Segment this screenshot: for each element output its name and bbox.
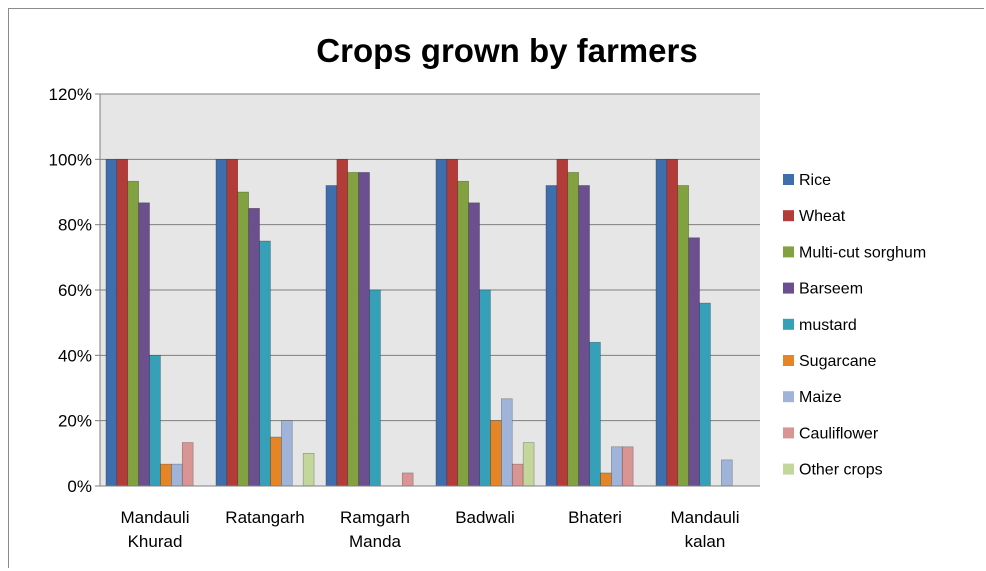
bar [457,180,469,487]
bar [655,159,668,487]
bar [237,191,249,487]
y-tick-label: 60% [58,281,92,300]
x-tick-label: kalan [685,532,726,551]
bar [666,159,679,487]
legend-swatch [783,391,794,403]
legend-label: Maize [799,389,842,406]
legend-swatch [783,463,794,475]
bar [181,442,194,487]
bar [479,289,491,487]
bar [138,202,150,487]
bar [435,159,448,487]
legend-label: Rice [799,172,831,189]
bar [127,180,139,487]
bar [446,159,459,487]
bar [556,159,569,487]
x-tick-label: Ramgarh [340,508,410,527]
legend-label: Multi-cut sorghum [799,244,926,261]
bar [160,463,172,487]
bar [677,185,689,487]
x-tick-label: Ratangarh [225,508,304,527]
x-tick-label: Manda [349,532,402,551]
bar [545,185,558,487]
bar [721,459,733,487]
legend-label: Barseem [799,281,863,298]
chart-title: Crops grown by farmers [316,32,697,69]
bar [325,185,338,487]
legend-swatch [783,355,794,366]
x-tick-label: Mandauli [671,508,740,527]
bar [281,420,293,487]
y-tick-label: 100% [49,150,92,169]
bar [511,463,524,487]
bar [215,159,228,487]
legend-swatch [783,282,794,294]
legend-swatch [783,427,794,439]
bar [501,398,513,487]
bar [401,472,414,487]
legend-swatch [783,246,794,258]
plot-area: 0% 20% 40% 60% 80% 100% 120% Mandauli Khurad Rata… [49,85,760,551]
bar [358,172,370,487]
legend-label: mustard [799,317,857,334]
legend: Rice Wheat Multi-cut sorghum Barseem mustard… [783,172,926,479]
bar [611,446,623,487]
bar [336,159,349,487]
bar [567,172,579,487]
bar [116,159,129,487]
x-tick-label: Mandauli [121,508,190,527]
bar [369,289,381,487]
bar [468,202,480,487]
bar [600,472,612,487]
bar [621,446,634,487]
bar [578,185,590,487]
bar [589,341,601,487]
bar [270,436,282,487]
bar [259,240,271,487]
x-tick-label: Khurad [128,532,183,551]
legend-swatch [783,174,794,185]
x-tick-label: Badwali [455,508,515,527]
y-tick-label: 40% [58,346,92,365]
bar [171,463,183,487]
x-tick-label: Bhateri [568,508,622,527]
bar [226,159,239,487]
legend-label: Other crops [799,462,883,479]
bar [490,420,502,487]
legend-label: Sugarcane [799,353,876,370]
y-tick-label: 20% [58,412,92,431]
legend-swatch [783,318,794,330]
bar [688,237,700,487]
bar [699,302,711,487]
bar [149,355,161,487]
y-tick-label: 120% [49,85,92,104]
legend-label: Cauliflower [799,425,879,442]
y-tick-label: 0% [67,477,92,496]
y-tick-label: 80% [58,216,92,235]
legend-label: Wheat [799,208,846,225]
bar [522,442,535,487]
bar [248,208,260,487]
bar [302,453,315,487]
legend-swatch [783,210,794,222]
bar [105,159,118,487]
bar [347,172,359,487]
